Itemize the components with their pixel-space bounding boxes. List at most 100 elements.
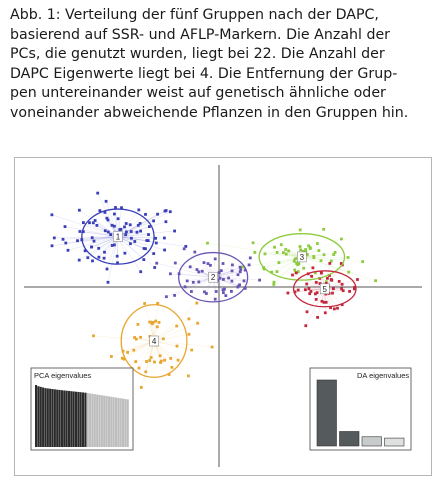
scatter-point bbox=[311, 266, 315, 270]
scatter-point bbox=[227, 276, 230, 280]
scatter-point bbox=[356, 278, 359, 281]
scatter-point bbox=[154, 241, 158, 245]
scatter-point bbox=[304, 288, 307, 292]
scatter-point bbox=[120, 356, 124, 360]
scatter-point bbox=[135, 230, 139, 234]
scatter-point bbox=[248, 256, 252, 260]
group-label-box bbox=[113, 231, 123, 242]
scatter-point bbox=[169, 357, 173, 360]
spoke-line bbox=[301, 256, 349, 258]
spoke-line bbox=[97, 193, 119, 237]
scatter-point bbox=[142, 258, 146, 261]
pca-bar bbox=[110, 396, 113, 447]
scatter-point bbox=[156, 301, 160, 305]
pca-bar bbox=[82, 392, 85, 447]
scatter-point bbox=[167, 373, 171, 376]
scatter-point bbox=[159, 361, 162, 364]
spoke-line bbox=[85, 236, 118, 251]
scatter-point bbox=[222, 278, 225, 281]
spoke-line bbox=[63, 236, 118, 240]
scatter-point bbox=[236, 285, 240, 289]
scatter-point bbox=[133, 336, 136, 339]
scatter-point bbox=[153, 360, 156, 364]
scatter-point bbox=[190, 290, 193, 293]
scatter-point bbox=[316, 242, 319, 245]
spoke-line bbox=[179, 273, 214, 278]
scatter-point bbox=[163, 236, 166, 240]
scatter-point bbox=[340, 287, 343, 291]
pca-bar bbox=[74, 391, 78, 447]
group-label-box bbox=[208, 271, 218, 283]
scatter-point bbox=[313, 271, 317, 275]
scatter-point bbox=[153, 266, 157, 269]
scatter-point bbox=[347, 270, 351, 274]
scatter-point bbox=[155, 261, 159, 265]
spoke-line bbox=[123, 340, 155, 352]
scatter-point bbox=[92, 334, 95, 338]
scatter-point bbox=[306, 253, 309, 256]
pca-bar bbox=[105, 396, 108, 447]
scatter-point bbox=[275, 270, 279, 273]
scatter-point bbox=[253, 251, 257, 254]
pca-bar bbox=[79, 392, 82, 447]
scatter-point bbox=[270, 270, 273, 274]
scatter-point bbox=[168, 210, 172, 214]
scatter-point bbox=[97, 246, 101, 250]
scatter-point bbox=[52, 236, 56, 240]
scatter-point bbox=[164, 209, 168, 212]
scatter-point bbox=[307, 287, 311, 290]
scatter-point bbox=[50, 213, 54, 217]
scatter-point bbox=[134, 337, 138, 341]
da-eigenvalues-inset: DA eigenvalues bbox=[309, 367, 412, 451]
scatter-point bbox=[298, 245, 302, 248]
scatter-point bbox=[173, 261, 177, 265]
scatter-point bbox=[284, 248, 288, 251]
spoke-line bbox=[117, 236, 186, 247]
scatter-point bbox=[314, 298, 318, 301]
spoke-line bbox=[117, 226, 150, 237]
scatter-point bbox=[310, 274, 313, 278]
scatter-point bbox=[105, 267, 109, 271]
group-label-box bbox=[149, 335, 159, 347]
scatter-point bbox=[115, 254, 119, 258]
scatter-point bbox=[109, 233, 112, 236]
scatter-point bbox=[190, 348, 194, 352]
scatter-point bbox=[297, 262, 301, 266]
scatter-point bbox=[302, 249, 305, 253]
pca-bar bbox=[126, 399, 129, 447]
scatter-point bbox=[183, 285, 187, 289]
scatter-point bbox=[195, 301, 199, 305]
pca-bar bbox=[72, 391, 75, 447]
scatter-point bbox=[113, 243, 116, 247]
scatter-point bbox=[305, 282, 309, 286]
scatter-point bbox=[224, 294, 228, 297]
scatter-point bbox=[136, 323, 140, 326]
spoke-line bbox=[51, 236, 118, 246]
scatter-point bbox=[102, 256, 106, 260]
scatter-point bbox=[320, 299, 324, 303]
spoke-line bbox=[117, 236, 154, 254]
scatter-point bbox=[277, 261, 281, 264]
scatter-point bbox=[154, 319, 158, 323]
scatter-point bbox=[173, 294, 176, 297]
scatter-point bbox=[82, 221, 85, 224]
scatter-point bbox=[113, 212, 116, 216]
pca-bars bbox=[35, 385, 129, 447]
scatter-point bbox=[83, 249, 87, 253]
scatter-point bbox=[206, 262, 210, 265]
scatter-point bbox=[218, 276, 222, 280]
scatter-point bbox=[105, 216, 109, 220]
scatter-point bbox=[93, 219, 97, 222]
scatter-point bbox=[110, 223, 114, 227]
scatter-point bbox=[346, 256, 350, 259]
spoke-line bbox=[301, 256, 363, 262]
pca-bar bbox=[63, 390, 66, 447]
scatter-point bbox=[340, 303, 344, 307]
scatter-point bbox=[291, 273, 294, 277]
scatter-point bbox=[221, 262, 225, 265]
spoke-line bbox=[83, 231, 118, 237]
scatter-point bbox=[217, 271, 221, 274]
scatter-point bbox=[333, 251, 337, 254]
pca-bar bbox=[77, 391, 80, 447]
spoke-line bbox=[174, 277, 214, 296]
